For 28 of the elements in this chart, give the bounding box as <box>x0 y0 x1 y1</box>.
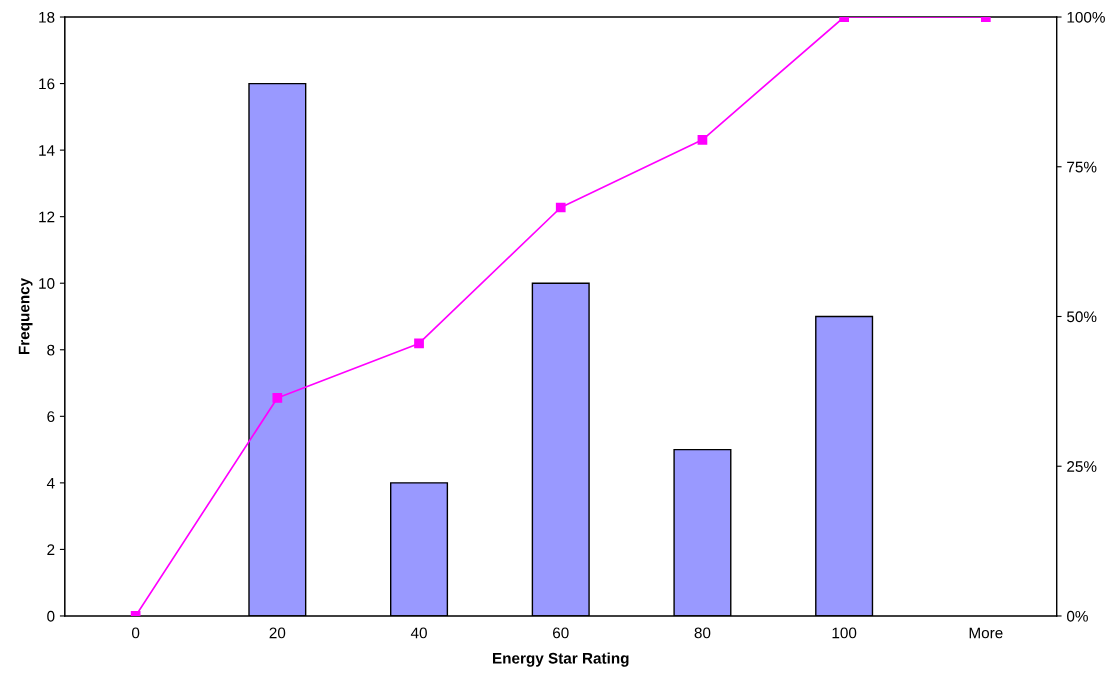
y-tick-label: 8 <box>47 344 55 356</box>
y2-tick-label: 25% <box>1067 461 1097 472</box>
point <box>272 393 283 403</box>
y-tick-label: 0 <box>47 610 55 622</box>
y-tick-label: 2 <box>47 544 55 555</box>
y2-tick-label: 75% <box>1067 161 1097 173</box>
y-tick-label: 10 <box>39 278 55 289</box>
point <box>414 338 424 349</box>
y-tick-label: 6 <box>47 411 55 422</box>
x-tick-label: More <box>969 627 1003 639</box>
y2-tick-label: 100% <box>1067 11 1105 23</box>
y-axis-title: Frequency <box>18 277 33 355</box>
x-tick-label: 40 <box>410 627 427 639</box>
y-tick-label: 12 <box>39 211 55 223</box>
x-axis-title: Energy Star Rating <box>492 652 629 667</box>
x-tick-label: 80 <box>694 627 711 639</box>
point <box>697 134 708 145</box>
x-tick-label: 60 <box>553 627 569 639</box>
y-tick-label: 4 <box>46 477 55 489</box>
y-tick-label: 14 <box>39 145 55 156</box>
y-tick-label: 18 <box>39 11 55 23</box>
y-tick-label: 16 <box>39 78 55 90</box>
y2-tick-label: 50% <box>1067 311 1097 323</box>
x-tick-label: 0 <box>131 627 140 639</box>
x-tick-label: 100 <box>832 627 857 639</box>
y2-tick-label: 0% <box>1067 610 1088 622</box>
point <box>555 202 566 213</box>
x-tick-label: 20 <box>269 627 286 639</box>
